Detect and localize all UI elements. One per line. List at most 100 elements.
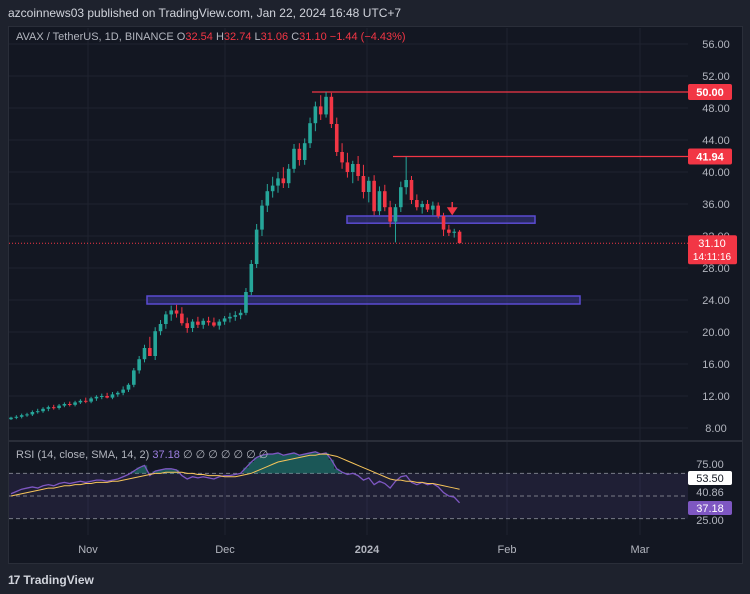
close-label: C <box>291 31 300 43</box>
open-label: O <box>176 31 186 43</box>
candle-body <box>57 405 61 408</box>
candle-body <box>372 180 376 212</box>
candle-body <box>94 396 99 399</box>
candle-body <box>164 314 168 324</box>
chart-frame[interactable] <box>8 26 743 564</box>
symbol-label: AVAX / TetherUS, 1D, BINANCE <box>16 31 174 43</box>
candle-body <box>431 205 435 210</box>
low-label: L <box>254 31 261 43</box>
y-tick-label: 28.00 <box>702 263 730 275</box>
candle-body <box>169 310 173 315</box>
candle-body <box>388 207 392 222</box>
y-tick-label: 52.00 <box>702 71 730 83</box>
high-label: H <box>215 31 224 43</box>
rsi-axis-badge <box>688 501 732 515</box>
candle-body <box>270 185 275 192</box>
candle-body <box>276 178 280 186</box>
candle-body <box>244 292 248 313</box>
candle-body <box>383 191 387 208</box>
candle-body <box>345 162 350 172</box>
candle-body <box>190 321 195 328</box>
rsi-tick-label: 75.00 <box>696 459 724 471</box>
candle-body <box>415 200 419 208</box>
candle-body <box>260 205 264 230</box>
x-tick-label: Feb <box>498 544 517 556</box>
current-price-label: 31.10 <box>698 238 726 250</box>
candle-body <box>313 106 318 124</box>
countdown-label: 14:11:16 <box>693 252 732 263</box>
candle-body <box>206 320 211 323</box>
symbol-legend: AVAX / TetherUS, 1D, BINANCE O32.54 H32.… <box>16 31 406 43</box>
y-tick-label: 20.00 <box>702 327 730 339</box>
candle-body <box>14 416 19 418</box>
candle-body <box>238 312 243 316</box>
candle-body <box>393 207 398 222</box>
candle-body <box>350 164 355 172</box>
rsi-value: 37.18 <box>152 449 180 461</box>
candle-body <box>185 323 190 328</box>
candle-body <box>67 404 72 405</box>
candle-body <box>441 216 446 230</box>
open-value: 32.54 <box>185 31 213 43</box>
level-price-badge <box>688 84 732 100</box>
candle-body <box>361 176 366 192</box>
candle-body <box>233 315 238 317</box>
candle-body <box>110 394 115 398</box>
candle-body <box>249 264 254 292</box>
level-price-badge <box>688 148 732 165</box>
candle-body <box>340 152 344 163</box>
candle-body <box>30 412 35 415</box>
candle-body <box>212 322 216 326</box>
x-tick-label: Nov <box>78 544 98 556</box>
candle-body <box>452 231 457 233</box>
candle-body <box>308 123 312 144</box>
y-tick-label: 48.00 <box>702 103 730 115</box>
publisher-line: azcoinnews03 published on TradingView.co… <box>8 6 402 20</box>
candle-body <box>25 414 29 416</box>
candle-body <box>105 396 109 398</box>
candle-body <box>324 96 328 115</box>
y-tick-label: 40.00 <box>702 167 730 179</box>
rsi-legend: RSI (14, close, SMA, 14, 2) 37.18 ∅ ∅ ∅ … <box>16 448 268 461</box>
tradingview-logo-icon: 17 <box>8 573 20 587</box>
rsi-line <box>10 451 461 504</box>
candle-body <box>281 178 286 184</box>
y-tick-label: 24.00 <box>702 295 730 307</box>
y-tick-label: 12.00 <box>702 391 730 403</box>
rsi-tick-label: 53.50 <box>696 473 724 485</box>
brand-label: TradingView <box>23 573 94 587</box>
candle-body <box>457 231 462 244</box>
tradingview-footer[interactable]: 17 TradingView <box>8 570 94 590</box>
y-tick-label: 36.00 <box>702 199 730 211</box>
candle-body <box>366 180 371 192</box>
y-tick-label: 56.00 <box>702 39 730 51</box>
candle-body <box>41 408 45 412</box>
level-price-label: 41.94 <box>696 151 724 163</box>
candle-body <box>121 389 125 393</box>
rsi-overbought-fill <box>131 451 345 474</box>
candle-body <box>174 310 179 314</box>
candle-body <box>201 320 206 325</box>
candle-body <box>148 348 152 356</box>
candle-body <box>228 316 232 319</box>
candle-body <box>73 402 77 405</box>
candle-body <box>436 205 440 216</box>
candle-body <box>89 398 93 402</box>
candle-body <box>180 313 184 324</box>
rsi-label: RSI (14, close, SMA, 14, 2) <box>16 449 150 461</box>
candle-body <box>286 168 291 184</box>
x-tick-label: Dec <box>215 544 235 556</box>
candle-body <box>126 384 131 390</box>
candle-body <box>222 318 227 322</box>
rsi-placeholders: ∅ ∅ ∅ ∅ ∅ ∅ ∅ <box>182 449 269 461</box>
x-tick-label: Mar <box>631 544 650 556</box>
down-arrow-icon <box>446 202 458 216</box>
candle-body <box>420 204 424 208</box>
candle-body <box>158 324 163 332</box>
support-zone <box>346 215 536 224</box>
candle-body <box>302 143 307 160</box>
level-price-label: 50.00 <box>696 87 724 99</box>
y-tick-label: 8.00 <box>705 423 726 435</box>
rsi-tick-label: 40.86 <box>696 487 724 499</box>
